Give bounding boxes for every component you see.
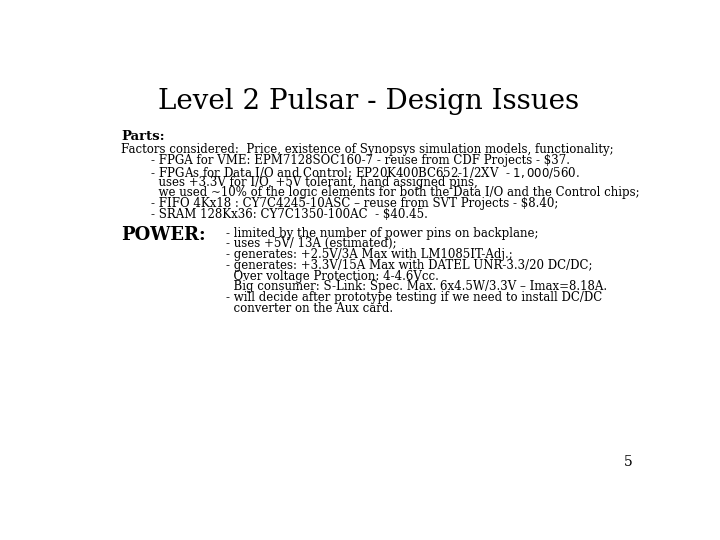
Text: - generates: +3.3V/15A Max with DATEL UNR-3.3/20 DC/DC;: - generates: +3.3V/15A Max with DATEL UN…	[225, 259, 592, 272]
Text: - uses +5V/ 13A (estimated);: - uses +5V/ 13A (estimated);	[225, 237, 396, 250]
Text: - limited by the number of power pins on backplane;: - limited by the number of power pins on…	[225, 226, 538, 240]
Text: Over voltage Protection: 4-4.6Vcc.: Over voltage Protection: 4-4.6Vcc.	[225, 269, 438, 282]
Text: Big consumer: S-Link: Spec. Max. 6x4.5W/3.3V – Imax=8.18A.: Big consumer: S-Link: Spec. Max. 6x4.5W/…	[225, 280, 607, 293]
Text: Factors considered:  Price, existence of Synopsys simulation models, functionali: Factors considered: Price, existence of …	[121, 143, 613, 157]
Text: Parts:: Parts:	[121, 130, 165, 143]
Text: - will decide after prototype testing if we need to install DC/DC: - will decide after prototype testing if…	[225, 291, 602, 304]
Text: - FPGAs for Data I/O and Control: EP20K400BC652-1/2XV  - $1,000/$560.: - FPGAs for Data I/O and Control: EP20K4…	[121, 165, 580, 180]
Text: 5: 5	[624, 455, 632, 469]
Text: uses +3.3V for I/O, +5V tolerant, hand assigned pins,: uses +3.3V for I/O, +5V tolerant, hand a…	[121, 176, 478, 188]
Text: Level 2 Pulsar - Design Issues: Level 2 Pulsar - Design Issues	[158, 88, 580, 115]
Text: - generates: +2.5V/3A Max with LM1085IT-Adj.;: - generates: +2.5V/3A Max with LM1085IT-…	[225, 248, 513, 261]
Text: POWER:: POWER:	[121, 226, 206, 245]
Text: - FPGA for VME: EPM7128SOC160-7 - reuse from CDF Projects - $37.: - FPGA for VME: EPM7128SOC160-7 - reuse …	[121, 154, 570, 167]
Text: we used ~10% of the logic elements for both the Data I/O and the Control chips;: we used ~10% of the logic elements for b…	[121, 186, 639, 199]
Text: converter on the Aux card.: converter on the Aux card.	[225, 302, 392, 315]
Text: - SRAM 128Kx36: CY7C1350-100AC  - $40.45.: - SRAM 128Kx36: CY7C1350-100AC - $40.45.	[121, 208, 428, 221]
Text: - FIFO 4Kx18 : CY7C4245-10ASC – reuse from SVT Projects - $8.40;: - FIFO 4Kx18 : CY7C4245-10ASC – reuse fr…	[121, 197, 559, 210]
